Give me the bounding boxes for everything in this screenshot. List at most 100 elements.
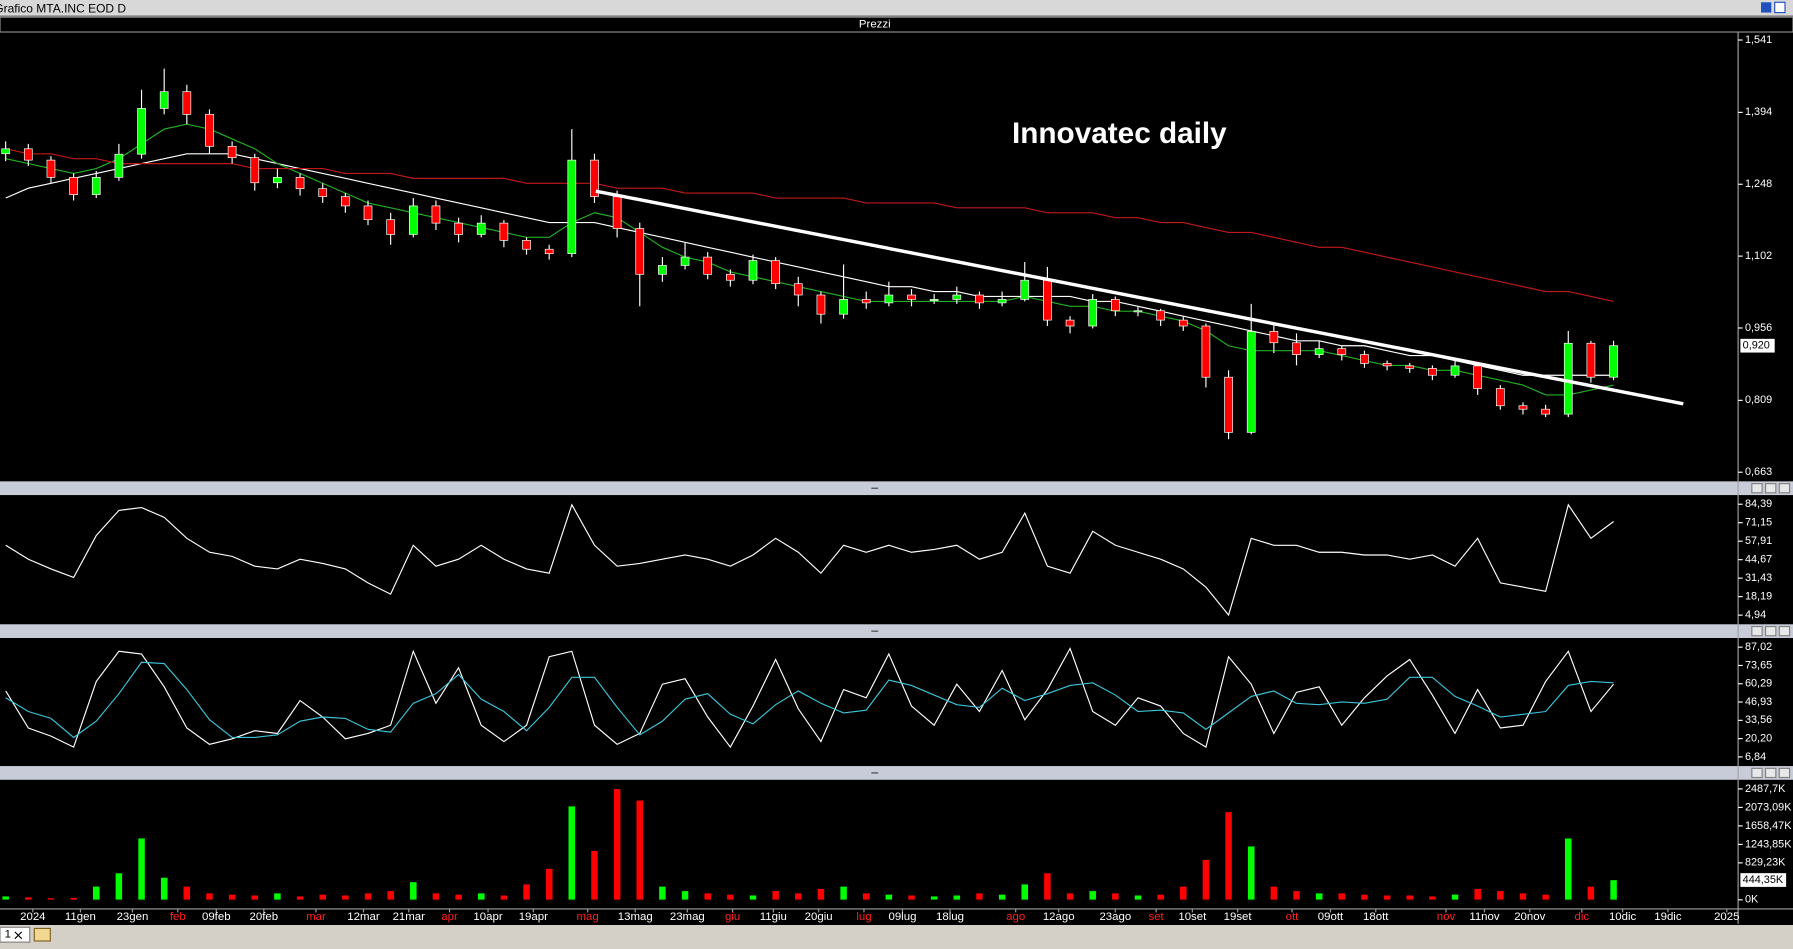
line: [5, 647, 1615, 749]
candle-body: [431, 205, 441, 224]
y-tick-label: 1,394: [1745, 106, 1772, 118]
candle-body: [544, 248, 554, 254]
y-tick-label: 73,65: [1745, 659, 1772, 671]
separator: [0, 481, 1793, 496]
candle-body: [1473, 365, 1483, 389]
volume-bar: [590, 850, 599, 901]
candle-body: [182, 91, 192, 115]
candle-body: [726, 273, 735, 281]
candle-body: [612, 196, 622, 229]
x-tick-label: lug: [856, 911, 871, 923]
y-tick-label: 4,94: [1745, 609, 1766, 621]
candle-body: [1586, 342, 1596, 378]
volume-bar: [432, 892, 440, 901]
volume-bar: [183, 886, 191, 901]
tab-icon[interactable]: [33, 927, 51, 942]
separator: [0, 766, 1793, 780]
volume-bar: [205, 892, 214, 901]
volume-bar: [341, 895, 349, 901]
x-tick-label: 12ago: [1043, 911, 1075, 923]
y-tick-label: 2487,7K: [1745, 783, 1786, 795]
candle-body: [975, 294, 984, 304]
candle-body: [1450, 365, 1460, 376]
y-tick-label: 33,56: [1745, 714, 1772, 726]
candle-body: [23, 148, 33, 161]
x-tick-label: 13mag: [618, 911, 653, 923]
volume-bar: [1451, 894, 1459, 901]
candle-body: [1020, 279, 1030, 300]
x-tick-label: 10set: [1178, 911, 1207, 923]
candle-body: [227, 146, 237, 159]
panel-button[interactable]: [1751, 767, 1763, 779]
x-tick-label: 2024: [20, 911, 46, 923]
x-tick-label: 09feb: [202, 911, 231, 923]
volume-bar: [1021, 884, 1029, 901]
y-tick-label: 87,02: [1745, 641, 1772, 653]
y-tick-label: 1,541: [1745, 34, 1772, 46]
volume-bar: [545, 868, 553, 901]
x-tick-label: ago: [1006, 911, 1025, 923]
x-tick-label: 21mar: [393, 911, 426, 923]
candle-body: [952, 294, 962, 300]
last-price-label: 0,920: [1743, 340, 1770, 352]
volume-bar: [726, 894, 734, 901]
x-tick-label: 23gen: [117, 911, 149, 923]
volume-bar: [1066, 892, 1074, 901]
x-tick-label: giu: [725, 911, 740, 923]
volume-bar: [24, 896, 32, 901]
panel-button[interactable]: [1764, 625, 1777, 637]
y-tick-label: 18,19: [1745, 591, 1772, 603]
x-tick-label: 09ott: [1318, 911, 1344, 923]
volume-bar: [251, 895, 259, 901]
panel-button[interactable]: [1751, 625, 1763, 637]
volume-bar: [772, 890, 780, 901]
volume-bar: [1428, 896, 1436, 901]
x-tick-label: set: [1148, 911, 1164, 923]
volume-bar: [522, 884, 531, 901]
y-tick-label: 1658,47K: [1745, 820, 1792, 832]
candle-body: [793, 283, 803, 296]
tab[interactable]: [0, 926, 31, 943]
volume-bar: [1247, 846, 1255, 901]
volume-bar: [1111, 892, 1119, 901]
volume-bar: [500, 895, 508, 901]
title-bar: [0, 0, 1793, 17]
annotation: Innovatec daily: [1012, 117, 1227, 150]
panel-button[interactable]: [1778, 483, 1791, 494]
candle-body: [273, 177, 282, 184]
panel-button[interactable]: [1778, 625, 1791, 637]
panel-button[interactable]: [1764, 767, 1777, 779]
panel-button[interactable]: [1778, 767, 1791, 779]
x-tick-label: 20feb: [250, 911, 279, 923]
volume-bar: [1157, 894, 1165, 901]
tab-close[interactable]: [14, 931, 23, 940]
volume-bar: [1609, 879, 1618, 901]
volume-bar: [364, 892, 372, 901]
volume-bar: [1383, 895, 1391, 901]
candle-body: [363, 205, 373, 221]
volume-bar: [454, 894, 463, 901]
volume-bar: [1360, 894, 1369, 901]
window-button[interactable]: [1760, 2, 1772, 13]
candle-body: [658, 265, 667, 275]
x-tick-label: 19apr: [519, 911, 548, 923]
panel-button[interactable]: [1751, 483, 1763, 494]
window-button[interactable]: [1774, 1, 1786, 14]
candle-body: [318, 188, 328, 197]
volume-bar: [160, 877, 168, 901]
x-tick-label: 18ott: [1363, 911, 1389, 923]
separator: [0, 624, 1793, 639]
candle-body: [1224, 376, 1233, 433]
panel-button[interactable]: [1764, 483, 1777, 494]
y-tick-label: 0,809: [1745, 394, 1772, 406]
candle-body: [1156, 310, 1165, 321]
volume-bar: [69, 897, 78, 901]
x-tick-label: 20giu: [805, 911, 833, 923]
volume-bar: [568, 806, 576, 901]
x-tick-label: ott: [1286, 911, 1300, 923]
candle-body: [1360, 354, 1369, 364]
last-volume-label: 444,35K: [1743, 874, 1784, 886]
volume-bar: [681, 890, 689, 901]
